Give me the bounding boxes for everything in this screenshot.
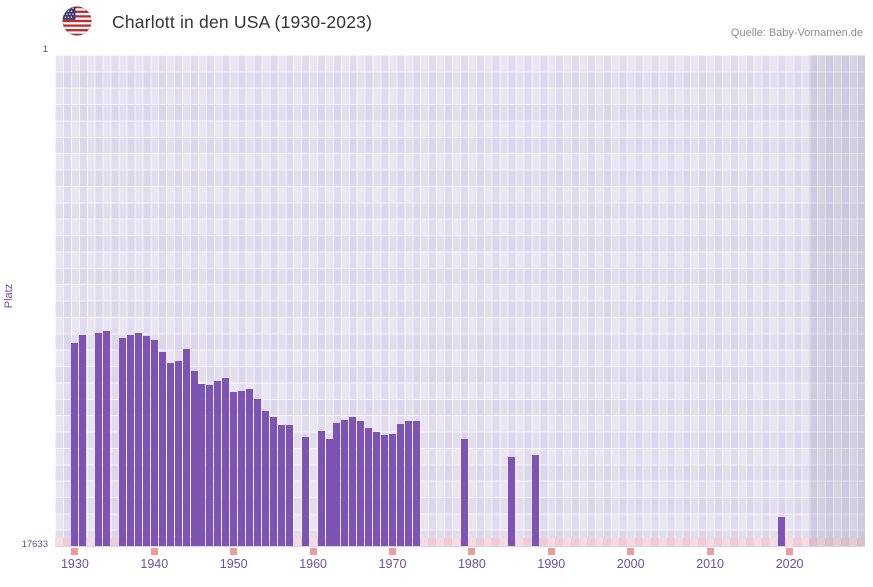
bar-1930[interactable] [71,343,79,546]
bar-1937[interactable] [126,334,134,546]
bar-1938[interactable] [134,333,142,546]
bar-1957[interactable] [285,425,293,546]
x-tick-mark [389,548,396,555]
bar-1964[interactable] [341,419,349,546]
bar-1946[interactable] [198,383,206,546]
future-no-data-band [809,55,865,546]
x-tick-label: 1980 [457,557,486,571]
x-tick-mark [706,548,714,555]
x-tick-label: 2000 [616,557,645,571]
bar-1933[interactable] [95,332,103,546]
x-tick-mark [786,548,794,555]
bar-1988[interactable] [531,454,539,546]
bar-1972[interactable] [404,421,412,546]
bar-1951[interactable] [238,390,246,546]
bar-1949[interactable] [222,378,230,546]
bar-1952[interactable] [246,389,254,546]
x-axis: 1930 1940 1950 1960 1970 1980 1990 2000 2010 2020 [55,547,865,579]
us-flag-icon [62,6,92,36]
bar-1962[interactable] [325,439,333,546]
bar-1963[interactable] [333,422,341,546]
x-tick-mark [627,548,635,555]
bar-1973[interactable] [412,421,420,546]
x-tick-mark [309,548,317,555]
source-credit: Quelle: Baby-Vornamen.de [730,27,863,39]
bar-1954[interactable] [261,411,269,546]
bar-1939[interactable] [142,336,150,546]
x-tick-label: 1950 [219,557,248,571]
bar-1970[interactable] [389,433,396,546]
x-tick-label: 1990 [537,557,566,571]
bar-1943[interactable] [174,361,182,546]
bars-layer [55,55,865,546]
y-axis-max-label: 1 [42,44,48,55]
bar-1965[interactable] [349,417,357,546]
bar-1969[interactable] [381,435,389,546]
plot-area [55,55,865,547]
x-tick-mark [230,548,238,555]
x-tick-mark [150,548,158,555]
bar-1979[interactable] [460,439,468,546]
x-tick-mark [547,548,555,555]
x-tick-label: 1970 [378,557,407,571]
bar-1950[interactable] [230,391,238,546]
x-tick-label: 1940 [140,557,169,571]
bar-1985[interactable] [508,457,516,546]
bar-1942[interactable] [166,362,174,546]
x-tick-label: 1960 [299,557,327,571]
bar-1947[interactable] [206,385,214,546]
y-axis-min-label: 17633 [21,539,48,550]
bar-1940[interactable] [150,340,158,546]
bar-1934[interactable] [103,330,111,546]
x-tick-mark [468,548,476,555]
no-data-strip [55,538,865,546]
x-tick-label: 1930 [60,557,89,571]
bar-1941[interactable] [158,351,166,546]
chart-title: Charlott in den USA (1930-2023) [112,12,373,32]
bar-1931[interactable] [79,334,87,546]
bar-1971[interactable] [396,423,404,546]
bar-2019[interactable] [778,517,786,546]
x-tick-mark [71,548,79,555]
bar-1959[interactable] [301,436,309,546]
y-axis-title: Platz [3,283,15,309]
x-tick-label: 2020 [775,557,804,571]
bar-1956[interactable] [277,425,285,546]
bar-1966[interactable] [357,421,365,546]
bar-1953[interactable] [254,398,261,546]
bar-1967[interactable] [365,428,373,546]
bar-1968[interactable] [373,432,381,546]
bar-1955[interactable] [269,417,277,546]
bar-1945[interactable] [190,371,198,546]
bar-1948[interactable] [214,380,222,546]
bar-1944[interactable] [182,348,190,546]
bar-1961[interactable] [317,430,325,546]
bar-1936[interactable] [119,337,126,546]
x-tick-label: 2010 [696,557,724,571]
